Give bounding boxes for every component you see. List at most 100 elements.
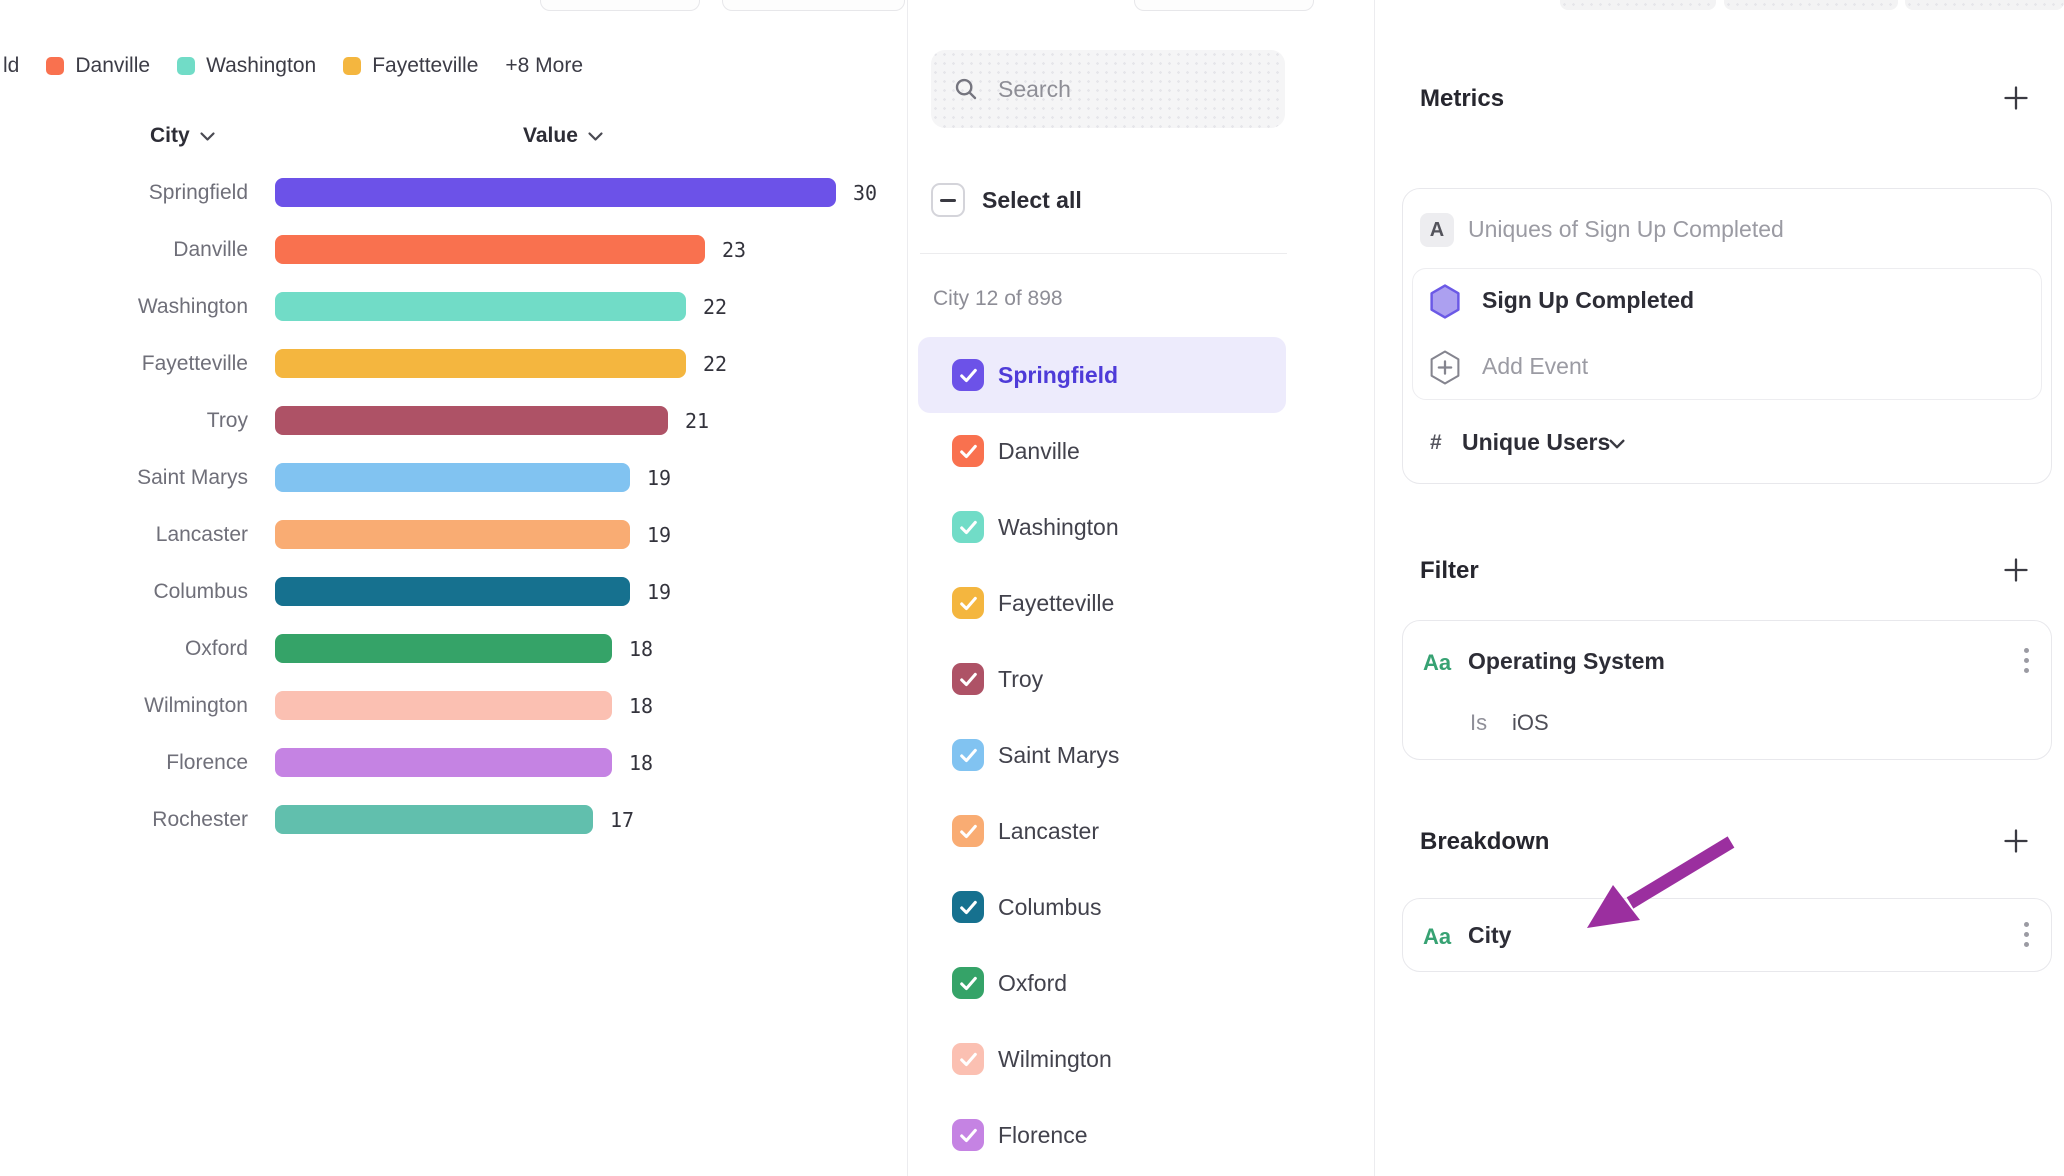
chart-value-label: 17 <box>610 807 635 832</box>
check-icon <box>959 520 977 534</box>
city-checkbox[interactable] <box>952 891 984 923</box>
chart-city-label: Danville <box>173 237 248 261</box>
measure-hash-icon: # <box>1430 431 1442 454</box>
chevron-down-icon[interactable] <box>1608 438 1626 450</box>
filter-card[interactable] <box>1402 620 2052 760</box>
measure-dropdown[interactable]: Unique Users <box>1462 429 1611 455</box>
column-header-value[interactable]: Value <box>523 124 604 148</box>
search-field[interactable] <box>996 74 1250 104</box>
list-item[interactable]: Troy <box>918 641 1286 717</box>
breakdown-card[interactable] <box>1402 898 2052 972</box>
list-item[interactable]: Washington <box>918 489 1286 565</box>
chart-bar <box>275 349 686 378</box>
list-item[interactable]: Danville <box>918 413 1286 489</box>
chart-bar <box>275 292 686 321</box>
legend-label: Washington <box>206 54 317 77</box>
tab-stub[interactable] <box>1905 0 2064 10</box>
event-card[interactable] <box>1412 268 2042 400</box>
filter-property-label[interactable]: Operating System <box>1468 648 1665 674</box>
city-checkbox[interactable] <box>952 1043 984 1075</box>
city-item-label: Columbus <box>998 893 1102 920</box>
breakdown-kebab-menu[interactable] <box>2020 922 2032 947</box>
filter-operator-label[interactable]: Is <box>1470 710 1488 735</box>
city-checkbox[interactable] <box>952 359 984 391</box>
list-item[interactable]: Florence <box>918 1097 1286 1173</box>
breakdown-property-label[interactable]: City <box>1468 922 1512 948</box>
city-checkbox[interactable] <box>952 1119 984 1151</box>
city-checkbox[interactable] <box>952 967 984 999</box>
legend-more-link[interactable]: +8 More <box>505 54 584 77</box>
city-checkbox[interactable] <box>952 435 984 467</box>
city-checkbox[interactable] <box>952 815 984 847</box>
chart-bar <box>275 406 668 435</box>
tab-stub[interactable] <box>1724 0 1898 10</box>
city-item-label: Lancaster <box>998 817 1100 844</box>
search-input[interactable] <box>931 50 1285 128</box>
filter-kebab-menu[interactable] <box>2020 648 2032 673</box>
select-all-label: Select all <box>982 186 1082 213</box>
chart-value-label: 19 <box>647 465 672 490</box>
list-item[interactable]: Oxford <box>918 945 1286 1021</box>
chart-city-label: Fayetteville <box>141 351 248 375</box>
chart-value-label: 22 <box>703 351 728 376</box>
chart-bar <box>275 691 612 720</box>
city-checkbox-list: Springfield Danville Washington <box>918 337 1286 1173</box>
city-item-label: Fayetteville <box>998 589 1115 616</box>
chart-value-label: 23 <box>722 237 747 262</box>
chart-row: Oxford 18 <box>0 620 877 677</box>
filter-value-label[interactable]: iOS <box>1512 710 1549 735</box>
chart-bar <box>275 805 593 834</box>
chart-city-label: Rochester <box>152 807 248 831</box>
chevron-down-icon <box>200 131 215 141</box>
add-metric-button[interactable] <box>2002 84 2030 112</box>
legend-item[interactable]: Fayetteville <box>343 54 478 78</box>
chart-row: Wilmington 18 <box>0 677 877 734</box>
check-icon <box>959 976 977 990</box>
check-icon <box>959 596 977 610</box>
chart-row: Rochester 17 <box>0 791 877 848</box>
column-header-value-label: Value <box>523 124 578 147</box>
chart-bar <box>275 520 630 549</box>
chart-bar <box>275 577 630 606</box>
list-item[interactable]: Wilmington <box>918 1021 1286 1097</box>
legend-item[interactable]: Danville <box>46 54 150 78</box>
list-item[interactable]: Saint Marys <box>918 717 1286 793</box>
tab-stub[interactable] <box>1560 0 1716 10</box>
indeterminate-minus-icon <box>940 198 956 202</box>
event-name-label[interactable]: Sign Up Completed <box>1482 287 1695 313</box>
chevron-down-icon <box>588 131 603 141</box>
add-event-button[interactable]: Add Event <box>1482 353 1589 379</box>
city-checkbox[interactable] <box>952 663 984 695</box>
column-header-city[interactable]: City <box>150 124 216 148</box>
chart-city-label: Washington <box>137 294 248 318</box>
chart-row: Lancaster 19 <box>0 506 877 563</box>
legend-swatch <box>46 57 65 75</box>
chart-value-label: 19 <box>647 522 672 547</box>
filter-heading: Filter <box>1420 557 1479 584</box>
chart-city-label: Springfield <box>148 180 248 204</box>
select-all-checkbox[interactable] <box>931 183 965 217</box>
chart-bar <box>275 178 836 207</box>
city-checkbox[interactable] <box>952 739 984 771</box>
check-icon <box>959 748 977 762</box>
list-item[interactable]: Lancaster <box>918 793 1286 869</box>
tab-stub[interactable] <box>722 0 905 11</box>
chart-city-label: Florence <box>166 750 248 774</box>
check-icon <box>959 1128 977 1142</box>
tab-stub[interactable] <box>1134 0 1314 11</box>
city-checkbox[interactable] <box>952 587 984 619</box>
city-checkbox[interactable] <box>952 511 984 543</box>
legend-items: Danville Washington Fayetteville <box>46 54 478 78</box>
city-item-label: Saint Marys <box>998 741 1120 768</box>
legend-item[interactable]: Washington <box>177 54 316 78</box>
list-item[interactable]: Springfield <box>918 337 1286 413</box>
tab-stub[interactable] <box>540 0 700 11</box>
chart-value-label: 18 <box>629 750 654 775</box>
add-filter-button[interactable] <box>2002 556 2030 584</box>
chart-city-label: Saint Marys <box>137 465 248 489</box>
list-item[interactable]: Fayetteville <box>918 565 1286 641</box>
chart-row: Troy 21 <box>0 392 877 449</box>
select-all-row[interactable]: Select all <box>931 183 1082 217</box>
add-breakdown-button[interactable] <box>2002 827 2030 855</box>
list-item[interactable]: Columbus <box>918 869 1286 945</box>
